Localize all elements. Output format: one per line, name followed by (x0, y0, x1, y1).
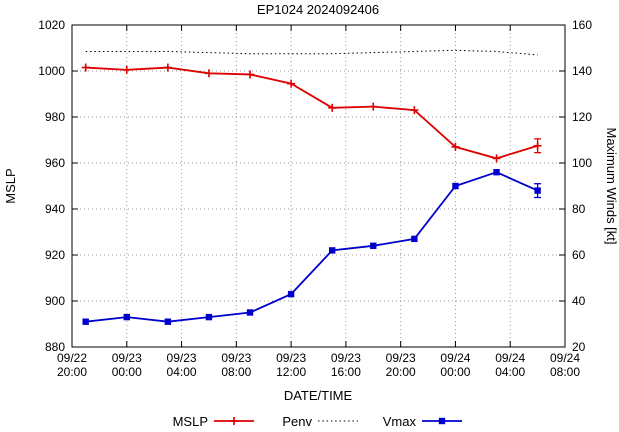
x-tick-date: 09/23 (276, 351, 306, 365)
left-tick-label: 940 (45, 202, 65, 216)
x-tick-time: 16:00 (331, 365, 361, 379)
x-tick-time: 20:00 (386, 365, 416, 379)
series-penv (85, 49, 538, 56)
tick-labels: 09/2220:0009/2300:0009/2304:0009/2308:00… (38, 18, 592, 379)
data-series (81, 49, 542, 325)
right-tick-label: 40 (572, 294, 586, 308)
x-tick-time: 04:00 (167, 365, 197, 379)
right-tick-label: 120 (572, 110, 592, 124)
x-tick-time: 04:00 (495, 365, 525, 379)
right-tick-label: 100 (572, 156, 592, 170)
series-vmax (82, 169, 542, 325)
left-tick-label: 980 (45, 110, 65, 124)
x-tick-date: 09/23 (112, 351, 142, 365)
plot-border (71, 24, 566, 348)
x-tick-time: 00:00 (440, 365, 470, 379)
x-tick-date: 09/24 (550, 351, 580, 365)
right-tick-label: 160 (572, 18, 592, 32)
right-axis-label: Maximum Winds [kt] (604, 127, 619, 244)
left-tick-label: 920 (45, 248, 65, 262)
x-tick-date: 09/24 (495, 351, 525, 365)
grid-lines (72, 25, 565, 347)
legend-key-samples (214, 417, 462, 425)
chart-title: EP1024 2024092406 (257, 2, 379, 17)
x-tick-date: 09/23 (167, 351, 197, 365)
left-axis-label: MSLP (3, 168, 18, 203)
x-tick-time: 00:00 (112, 365, 142, 379)
left-tick-label: 960 (45, 156, 65, 170)
right-tick-label: 80 (572, 202, 586, 216)
left-tick-label: 1000 (38, 64, 65, 78)
left-tick-label: 880 (45, 340, 65, 354)
legend-label-vmax: Vmax (383, 414, 417, 429)
legend-label-penv: Penv (282, 414, 312, 429)
series-mslp (81, 63, 542, 163)
left-tick-label: 900 (45, 294, 65, 308)
x-tick-date: 09/22 (57, 351, 87, 365)
x-tick-date: 09/23 (221, 351, 251, 365)
x-tick-date: 09/24 (440, 351, 470, 365)
x-tick-time: 20:00 (57, 365, 87, 379)
x-tick-time: 08:00 (221, 365, 251, 379)
axes-frame (71, 24, 566, 348)
right-tick-label: 140 (572, 64, 592, 78)
left-tick-label: 1020 (38, 18, 65, 32)
x-tick-date: 09/23 (331, 351, 361, 365)
legend-label-mslp: MSLP (173, 414, 208, 429)
right-tick-label: 20 (572, 340, 586, 354)
x-tick-date: 09/23 (386, 351, 416, 365)
x-axis-label: DATE/TIME (284, 388, 353, 403)
legend: MSLP Penv Vmax (173, 414, 462, 429)
x-tick-time: 12:00 (276, 365, 306, 379)
x-tick-time: 08:00 (550, 365, 580, 379)
right-tick-label: 60 (572, 248, 586, 262)
